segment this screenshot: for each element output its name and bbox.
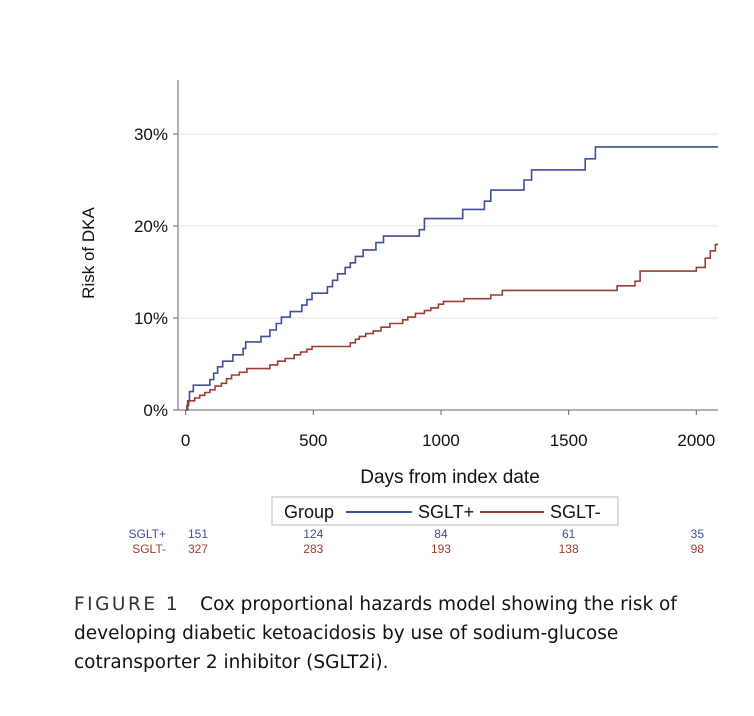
risk-table-count-sglt-minus: 283 <box>303 542 323 556</box>
figure-caption-text: Cox proportional hazards model showing t… <box>74 594 677 673</box>
legend-title: Group <box>284 502 334 522</box>
risk-table-count-sglt-minus: 327 <box>188 542 208 556</box>
legend-entry-sglt-plus: SGLT+ <box>418 502 474 522</box>
risk-table-count-sglt-minus: 193 <box>431 542 451 556</box>
risk-table-count-sglt-plus: 124 <box>303 527 323 541</box>
y-axis-label: Risk of DKA <box>79 207 98 299</box>
risk-table-count-sglt-plus: 35 <box>691 527 705 541</box>
y-tick-label: 0% <box>143 401 168 420</box>
risk-table-count-sglt-minus: 138 <box>559 542 579 556</box>
legend-entry-sglt-minus: SGLT- <box>550 502 601 522</box>
risk-table-count-sglt-plus: 61 <box>562 527 576 541</box>
axes <box>173 80 718 415</box>
risk-table-label-sglt-plus: SGLT+ <box>129 527 166 541</box>
x-tick-label: 2000 <box>677 431 715 450</box>
x-tick-label: 0 <box>181 431 190 450</box>
figure-caption: FIGURE 1 Cox proportional hazards model s… <box>74 590 734 677</box>
risk-table-count-sglt-plus: 84 <box>434 527 448 541</box>
figure-label: FIGURE 1 <box>74 594 181 615</box>
tick-labels: 0% 10% 20% 30% 0 500 1000 1500 2000 <box>134 125 715 450</box>
series-line-sglt-plus <box>185 146 718 411</box>
risk-table-count-sglt-minus: 98 <box>691 542 705 556</box>
x-tick-label: 1500 <box>550 431 588 450</box>
series-group <box>185 146 718 411</box>
x-axis-label: Days from index date <box>360 467 540 488</box>
legend-box <box>271 496 619 526</box>
y-tick-label: 10% <box>134 309 168 328</box>
legend: Group SGLT+ SGLT- <box>271 496 619 526</box>
y-tick-label: 20% <box>134 217 168 236</box>
series-line-sglt-minus <box>185 243 718 411</box>
x-tick-label: 1000 <box>422 431 460 450</box>
x-tick-label: 500 <box>299 431 327 450</box>
risk-table: SGLT+ 151 124 84 61 35 SGLT- 327 283 193 138 98 <box>129 527 705 556</box>
risk-table-label-sglt-minus: SGLT- <box>132 542 166 556</box>
risk-table-count-sglt-plus: 151 <box>188 527 208 541</box>
km-chart: 0% 10% 20% 30% 0 500 1000 1500 2000 Days from in… <box>79 80 718 556</box>
y-tick-label: 30% <box>134 125 168 144</box>
